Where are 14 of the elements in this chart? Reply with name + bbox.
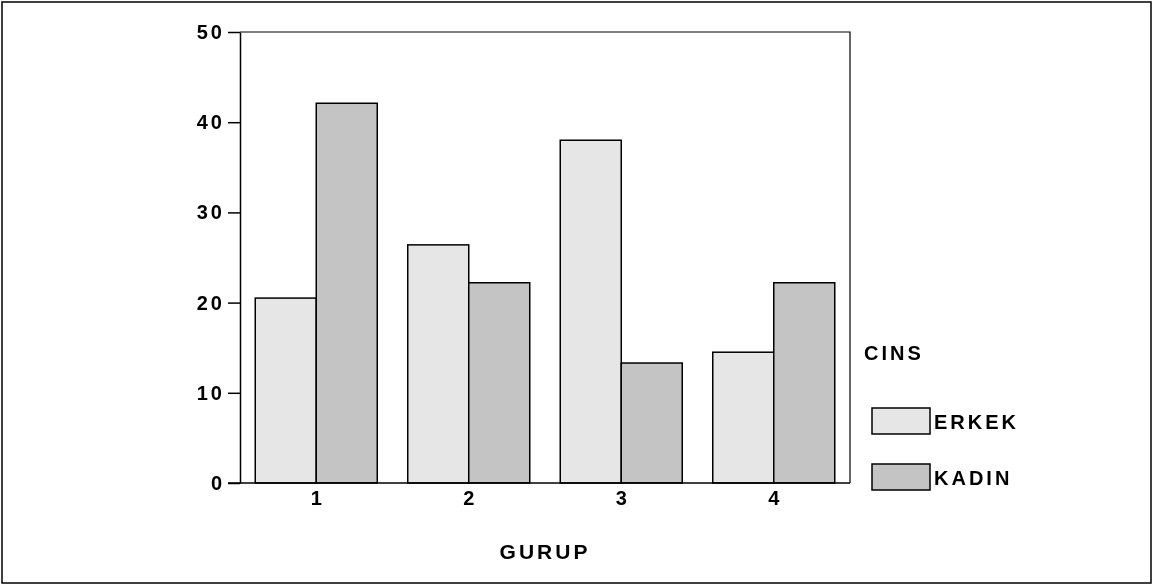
y-tick-label: 20 [196,291,225,314]
y-tick-label: 10 [196,381,225,404]
legend-label: ERKEK [934,411,1020,433]
x-tick-label: 4 [768,487,781,510]
legend-label: KADIN [934,467,1013,489]
x-tick-label: 1 [310,487,322,510]
legend-title: CINS [864,342,924,364]
y-tick-label: 0 [210,471,225,494]
x-tick-label: 2 [463,487,475,510]
y-tick-label: 30 [196,201,225,224]
y-tick-label: 40 [196,111,225,134]
x-axis-title: GURUP [499,540,591,563]
y-tick-label: 50 [196,20,225,43]
x-tick-label: 3 [615,487,627,510]
